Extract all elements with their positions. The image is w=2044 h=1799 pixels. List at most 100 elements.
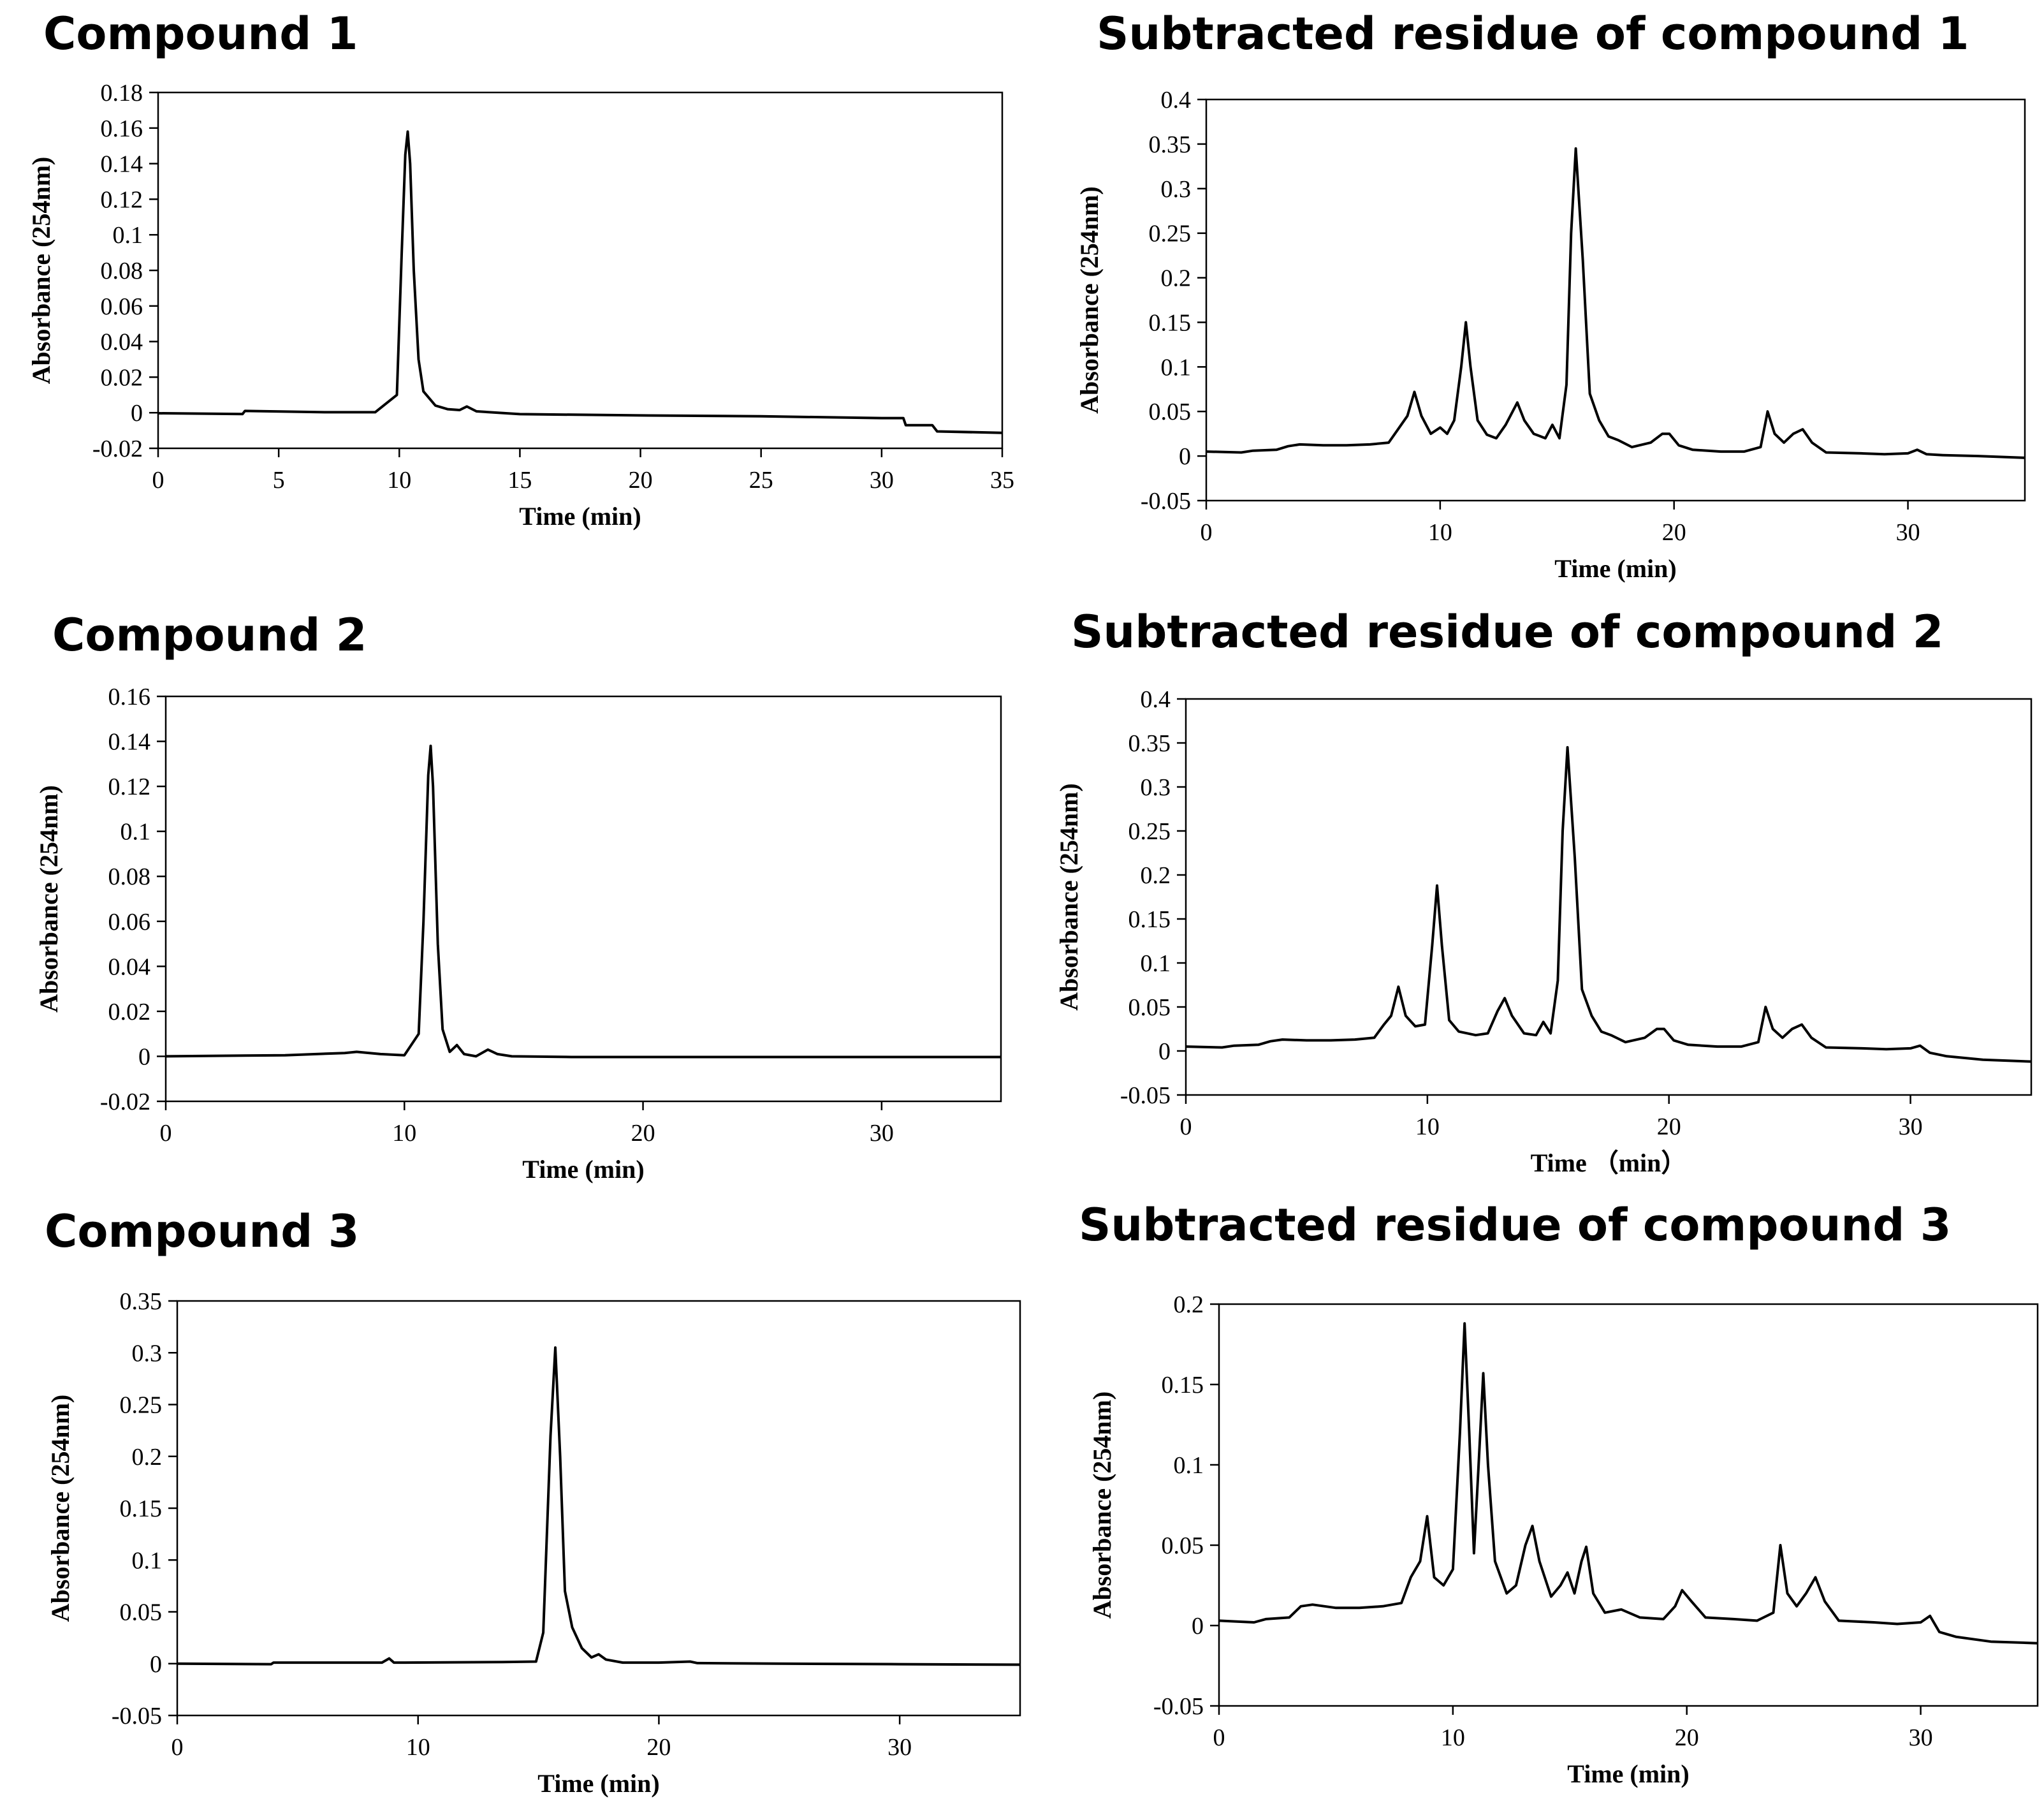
x-tick-label: 0	[1180, 1113, 1192, 1140]
x-tick-label: 20	[629, 467, 653, 494]
y-tick-label: 0.1	[132, 1547, 163, 1574]
x-tick-label: 10	[1415, 1113, 1440, 1140]
y-tick-label: 0.1	[1174, 1452, 1204, 1479]
y-tick-label: -0.05	[1153, 1693, 1204, 1720]
y-tick-label: 0.08	[101, 258, 143, 284]
panel-title-subtracted-residue-1: Subtracted residue of compound 1	[1097, 8, 1969, 60]
x-axis-label: Time (min)	[519, 502, 641, 531]
y-tick-label: 0.06	[108, 909, 151, 936]
y-tick-label: 0.15	[1149, 309, 1192, 336]
x-tick-label: 35	[990, 467, 1014, 494]
y-tick-label: 0	[150, 1651, 162, 1678]
x-tick-label: 0	[1213, 1724, 1225, 1751]
y-tick-label: 0	[131, 400, 143, 427]
chart-subtracted-residue-2: -0.05 0 0.05 0.1 0.15 0.2 0.25 0.3 0.35 0.4 0 10 20 3…	[1055, 686, 2033, 1177]
x-tick-label: 0	[1201, 519, 1213, 546]
y-tick-label: 0.4	[1141, 686, 1171, 713]
y-tick-label: 0	[138, 1043, 150, 1070]
y-tick-label: -0.02	[92, 436, 143, 462]
y-tick-label: 0.25	[1149, 221, 1192, 247]
y-tick-label: 0.08	[108, 863, 151, 890]
y-axis-label: Absorbance (254nm)	[1075, 186, 1104, 414]
y-tick-label: 0.02	[101, 364, 143, 391]
x-tick-label: 10	[1441, 1724, 1465, 1751]
x-tick-label: 30	[887, 1734, 912, 1761]
panel-title-compound-3: Compound 3	[45, 1205, 360, 1258]
plot-frame	[1218, 1303, 2039, 1707]
y-tick-label: 0.16	[101, 115, 143, 142]
y-tick-label: 0.14	[101, 151, 143, 178]
y-tick-label: 0.06	[101, 293, 143, 320]
x-tick-label: 30	[870, 467, 894, 494]
y-tick-label: 0.2	[1141, 862, 1171, 889]
x-tick-label: 10	[1428, 519, 1452, 546]
y-tick-label: -0.02	[100, 1089, 150, 1115]
plot-frame	[1205, 98, 2026, 502]
y-tick-label: 0.05	[1162, 1532, 1204, 1559]
y-tick-label: 0	[1192, 1613, 1204, 1640]
x-tick-label: 20	[646, 1734, 671, 1761]
x-tick-label: 10	[387, 467, 411, 494]
chart-subtracted-residue-1: -0.05 0 0.05 0.1 0.15 0.2 0.25 0.3 0.35 0.4 0 10 20 3…	[1075, 87, 2026, 583]
series-line	[165, 744, 1001, 1059]
y-tick-label: 0.15	[1128, 906, 1171, 933]
x-axis-label: Time (min)	[1567, 1759, 1689, 1788]
x-tick-label: 20	[1662, 519, 1686, 546]
y-tick-label: 0.35	[120, 1288, 163, 1315]
y-tick-label: 0.2	[132, 1444, 163, 1471]
y-axis-label: Absorbance (254nm)	[46, 1395, 75, 1622]
panel-title-compound-2: Compound 2	[52, 609, 367, 661]
y-tick-label: -0.05	[112, 1703, 162, 1729]
plot-frame	[164, 695, 1002, 1103]
y-tick-label: 0.2	[1174, 1291, 1204, 1318]
y-tick-label: 0.12	[108, 774, 151, 800]
y-tick-label: 0.15	[120, 1495, 163, 1522]
y-tick-label: 0.15	[1162, 1372, 1204, 1399]
y-tick-label: 0	[1179, 443, 1191, 470]
x-tick-label: 20	[631, 1120, 655, 1147]
series-line	[1218, 1322, 2038, 1645]
x-tick-label: 5	[273, 467, 285, 494]
y-tick-label: 0.04	[101, 329, 143, 356]
x-tick-label: 15	[507, 467, 532, 494]
series-line	[1185, 745, 2032, 1063]
x-axis-label: Time (min)	[537, 1769, 659, 1798]
y-tick-label: 0.02	[108, 999, 151, 1025]
x-tick-label: 25	[749, 467, 773, 494]
x-tick-label: 30	[1909, 1724, 1933, 1751]
series-line	[1206, 147, 2026, 459]
x-tick-label: 30	[1899, 1113, 1923, 1140]
x-tick-label: 10	[392, 1120, 416, 1147]
x-axis-label: Time （min）	[1531, 1149, 1687, 1177]
x-tick-label: 30	[1896, 519, 1920, 546]
panel-title-subtracted-residue-2: Subtracted residue of compound 2	[1071, 606, 1944, 658]
y-tick-label: 0.12	[101, 186, 143, 213]
panel-title-subtracted-residue-3: Subtracted residue of compound 3	[1079, 1199, 1952, 1251]
y-tick-label: 0.25	[120, 1392, 163, 1419]
x-tick-label: 0	[160, 1120, 172, 1147]
series-line	[157, 130, 1003, 434]
x-tick-label: 0	[152, 467, 164, 494]
y-tick-label: 0.1	[1161, 354, 1192, 381]
y-tick-label: 0.4	[1161, 87, 1192, 114]
y-tick-label: -0.05	[1120, 1082, 1171, 1109]
y-tick-label: 0.05	[1149, 399, 1192, 425]
y-tick-label: 0.25	[1128, 818, 1171, 845]
y-tick-label: 0.16	[108, 684, 151, 710]
x-axis-label: Time (min)	[522, 1155, 644, 1184]
y-tick-label: 0.35	[1128, 730, 1171, 757]
plot-frame	[1185, 698, 2033, 1096]
x-tick-label: 20	[1675, 1724, 1699, 1751]
y-tick-label: 0.04	[108, 953, 151, 980]
y-axis-label: Absorbance (254nm)	[27, 157, 55, 385]
y-tick-label: -0.05	[1141, 488, 1191, 515]
panel-title-compound-1: Compound 1	[43, 8, 358, 60]
y-tick-label: 0.3	[1141, 774, 1171, 801]
chart-compound-1: -0.02 0 0.02 0.04 0.06 0.08 0.1 0.12 0.14 0.16 0.1…	[27, 80, 1014, 531]
y-tick-label: 0.1	[113, 222, 143, 249]
y-axis-label: Absorbance (254nm)	[1088, 1391, 1116, 1619]
y-axis-label: Absorbance (254nm)	[34, 785, 63, 1013]
y-tick-label: 0.35	[1149, 131, 1192, 158]
